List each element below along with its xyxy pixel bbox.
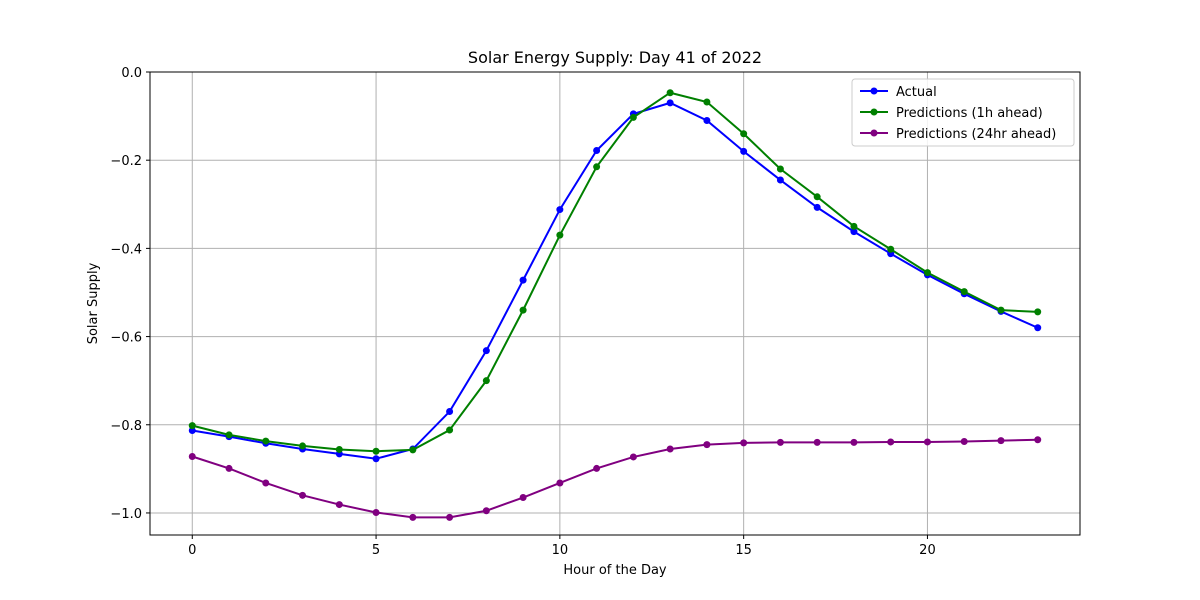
data-point [1034, 324, 1042, 332]
legend-box [851, 78, 1075, 147]
data-point [519, 276, 527, 284]
data-point [372, 455, 380, 463]
ticks-layer: 0 5 10 15 20 −1.0 −0.8 −0.6 −0.4 −0.2 0.0 [110, 66, 935, 558]
data-point [519, 306, 527, 314]
series-2 [188, 89, 1042, 455]
y-tick-label: 0.0 [121, 66, 142, 81]
data-point [703, 98, 711, 106]
data-point [593, 146, 601, 154]
series-line [191, 438, 1038, 519]
data-point [262, 437, 270, 445]
data-point [850, 222, 858, 230]
legend-swatch-marker [870, 129, 878, 137]
data-point [887, 438, 895, 446]
series-3 [188, 436, 1042, 521]
data-point [960, 438, 968, 446]
y-tick-label: −0.2 [110, 154, 142, 169]
legend-label: Predictions (1h ahead) [896, 106, 1043, 121]
series-layer [188, 89, 1042, 521]
x-tick-label: 15 [735, 543, 752, 558]
data-point [482, 377, 490, 385]
data-point [556, 206, 564, 214]
data-point [593, 163, 601, 171]
data-point [776, 176, 784, 184]
y-tick-label: −0.8 [110, 419, 142, 434]
data-point [740, 130, 748, 138]
legend-label: Actual [896, 85, 937, 100]
data-point [703, 441, 711, 449]
data-point [666, 445, 674, 453]
data-point [813, 203, 821, 211]
data-point [556, 479, 564, 487]
legend-swatch-marker [870, 108, 878, 116]
data-point [813, 193, 821, 201]
x-tick-label: 10 [552, 543, 569, 558]
series-1 [188, 99, 1042, 463]
data-point [482, 347, 490, 355]
data-point [887, 245, 895, 253]
data-point [482, 507, 490, 515]
x-tick-label: 0 [188, 543, 196, 558]
data-point [923, 269, 931, 277]
legend-swatch-marker [870, 87, 878, 95]
data-point [629, 113, 637, 121]
data-point [446, 408, 454, 416]
data-point [923, 438, 931, 446]
legend: Actual Predictions (1h ahead) Predictions … [851, 78, 1075, 147]
data-point [225, 464, 233, 472]
legend-entry: Actual [860, 85, 937, 100]
data-point [372, 447, 380, 455]
legend-label: Predictions (24hr ahead) [896, 127, 1056, 142]
data-point [850, 438, 858, 446]
data-point [997, 437, 1005, 445]
data-point [556, 231, 564, 239]
data-point [813, 438, 821, 446]
data-point [1034, 308, 1042, 316]
y-tick-label: −1.0 [110, 507, 142, 522]
y-axis-label: Solar Supply [86, 262, 101, 344]
plot-frame [149, 71, 1081, 536]
data-point [299, 491, 307, 499]
data-point [446, 513, 454, 521]
data-point [666, 99, 674, 107]
data-point [703, 117, 711, 125]
data-point [997, 306, 1005, 314]
data-point [1034, 436, 1042, 444]
data-point [776, 165, 784, 173]
data-point [225, 431, 233, 439]
data-point [188, 426, 196, 434]
data-point [335, 501, 343, 509]
data-point [629, 453, 637, 461]
data-point [519, 494, 527, 502]
data-point [666, 89, 674, 97]
data-point [335, 445, 343, 453]
y-tick-label: −0.4 [110, 242, 142, 257]
data-point [299, 442, 307, 450]
data-point [740, 147, 748, 155]
data-point [740, 439, 748, 447]
data-point [776, 438, 784, 446]
chart-title: Solar Energy Supply: Day 41 of 2022 [468, 48, 762, 67]
data-point [960, 288, 968, 296]
data-point [593, 464, 601, 472]
series-line [192, 101, 1039, 460]
data-point [446, 426, 454, 434]
legend-entry: Predictions (24hr ahead) [860, 127, 1056, 142]
data-point [372, 509, 380, 517]
data-point [409, 446, 417, 454]
data-point [188, 453, 196, 461]
y-tick-label: −0.6 [110, 331, 142, 346]
data-point [409, 513, 417, 521]
series-line [192, 91, 1038, 453]
x-axis-label: Hour of the Day [563, 563, 667, 578]
legend-entry: Predictions (1h ahead) [860, 106, 1043, 121]
data-point [188, 422, 196, 430]
x-tick-label: 5 [372, 543, 380, 558]
x-tick-label: 20 [919, 543, 936, 558]
data-point [262, 479, 270, 487]
data-point [850, 228, 858, 236]
